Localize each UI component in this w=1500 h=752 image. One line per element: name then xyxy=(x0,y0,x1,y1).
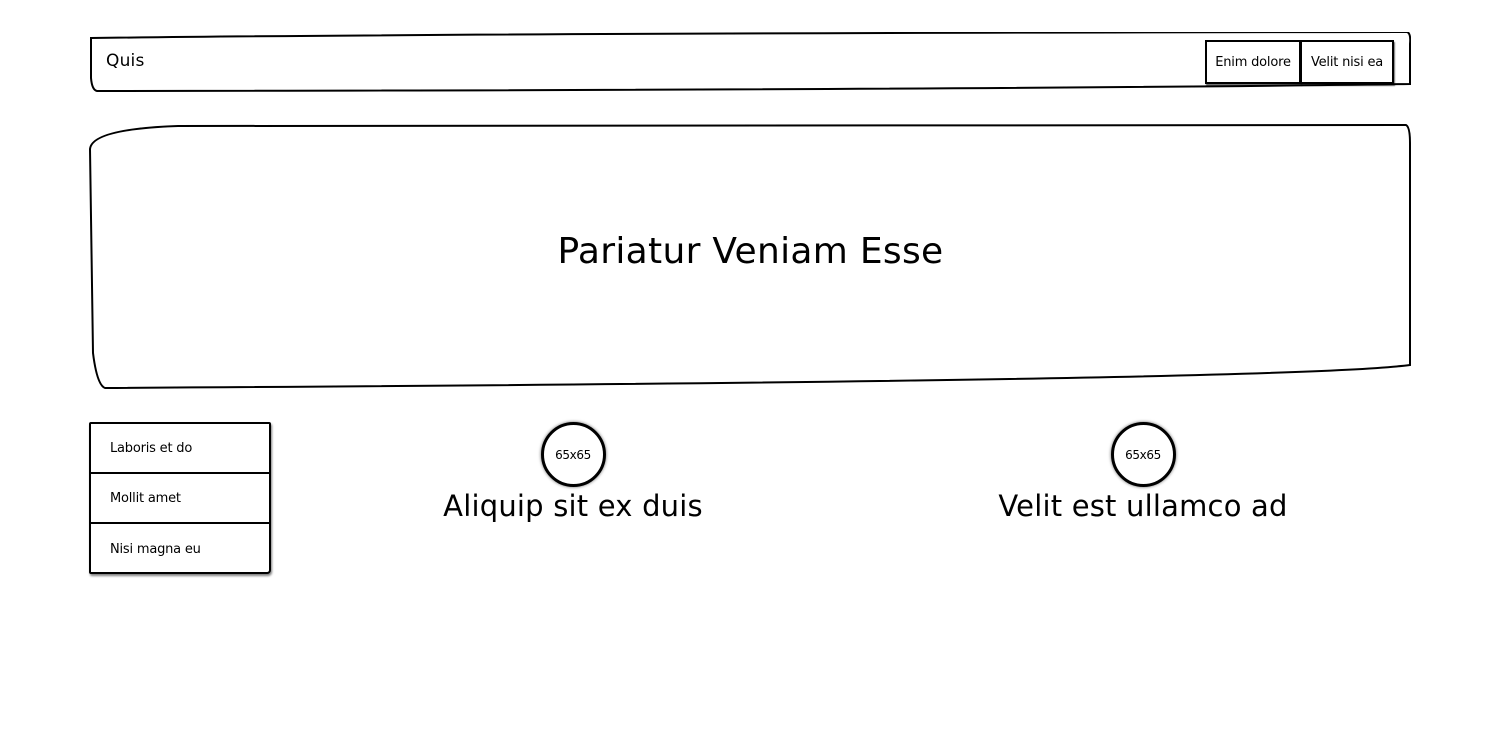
feature-card: 65x65 Aliquip sit ex duis xyxy=(423,422,723,523)
nav-button-enim-dolore[interactable]: Enim dolore xyxy=(1205,40,1301,84)
hero-frame xyxy=(88,123,1411,390)
menu-item-nisi-magna-eu[interactable]: Nisi magna eu xyxy=(110,541,201,557)
feature-card: 65x65 Velit est ullamco ad xyxy=(993,422,1293,523)
navbar-frame xyxy=(90,32,1411,92)
menu-item-laboris-et-do[interactable]: Laboris et do xyxy=(91,424,269,474)
image-placeholder: 65x65 xyxy=(1110,422,1176,487)
side-menu: Laboris et do Mollit amet Nisi magna eu xyxy=(89,422,271,574)
hero-banner: Pariatur Veniam Esse xyxy=(88,123,1413,391)
hero-title: Pariatur Veniam Esse xyxy=(557,231,944,272)
card-title: Velit est ullamco ad xyxy=(998,489,1288,523)
top-navbar: Quis Enim dolore Velit nisi ea xyxy=(89,32,1411,92)
card-title: Aliquip sit ex duis xyxy=(443,489,703,523)
menu-item-mollit-amet[interactable]: Mollit amet xyxy=(91,474,269,524)
nav-button-velit-nisi-ea[interactable]: Velit nisi ea xyxy=(1300,40,1394,84)
brand-label[interactable]: Quis xyxy=(106,51,145,71)
image-placeholder: 65x65 xyxy=(540,422,606,487)
